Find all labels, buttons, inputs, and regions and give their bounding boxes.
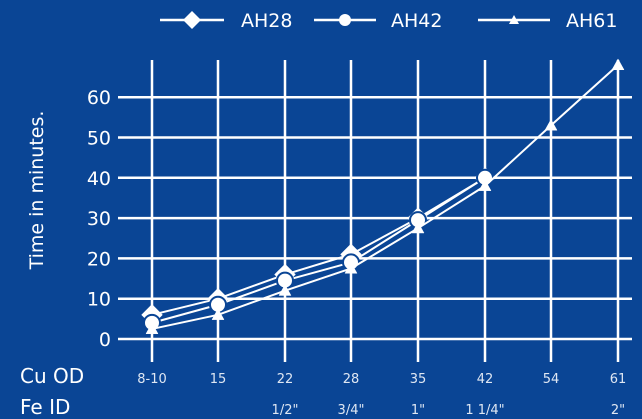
x-tick-label-fe: 1 1/4" xyxy=(465,403,504,418)
x-tick-label-fe: 3/4" xyxy=(338,403,365,418)
series-line-ah28 xyxy=(151,176,486,316)
y-axis-title: Time in minutes. xyxy=(26,111,48,271)
x-tick-label-fe: 1/2" xyxy=(272,403,299,418)
series-line-ah42 xyxy=(151,176,486,324)
legend-marker-diamond-icon xyxy=(183,11,201,29)
x-tick-label-fe: 1" xyxy=(411,403,425,418)
x-tick-label-fe: 2" xyxy=(611,403,625,418)
x-tick-label-cu: 54 xyxy=(543,372,560,387)
x-tick-label-cu: 61 xyxy=(610,372,627,387)
x-tick-label-cu: 35 xyxy=(410,372,427,387)
x-tick-label-cu: 15 xyxy=(210,372,227,387)
legend-marker-circle-icon xyxy=(339,14,351,26)
y-tick-label: 20 xyxy=(87,248,111,270)
fe-id-row-label: Fe ID xyxy=(20,395,70,419)
axis-labels-layer: 0 10 20 30 40 50 60 Time in minutes. Cu OD Fe ID 8… xyxy=(20,87,626,419)
legend-marker-triangle-icon xyxy=(509,15,519,24)
data-point-ah61 xyxy=(145,322,159,334)
y-tick-label: 0 xyxy=(99,329,111,351)
series-layer xyxy=(141,58,625,334)
cu-od-row-label: Cu OD xyxy=(20,364,84,388)
y-tick-label: 30 xyxy=(87,208,111,230)
x-tick-label-cu: 8-10 xyxy=(137,372,167,387)
y-tick-label: 60 xyxy=(87,87,111,109)
data-point-ah61 xyxy=(411,221,425,234)
legend-label-ah42: AH42 xyxy=(391,10,442,32)
legend: AH28 AH42 AH61 xyxy=(160,10,617,32)
x-tick-label-cu: 42 xyxy=(477,372,494,387)
y-tick-label: 50 xyxy=(87,128,111,150)
data-point-ah61 xyxy=(278,284,292,296)
data-point-ah61 xyxy=(544,118,558,131)
series-line-ah61 xyxy=(151,64,619,330)
legend-label-ah61: AH61 xyxy=(566,10,617,32)
y-tick-label: 10 xyxy=(87,289,111,311)
grid-layer xyxy=(118,60,632,362)
x-tick-label-cu: 28 xyxy=(343,372,360,387)
data-point-ah61 xyxy=(611,58,625,71)
data-point-ah61 xyxy=(478,179,492,191)
data-point-ah61 xyxy=(211,308,225,320)
data-point-ah61 xyxy=(344,261,358,274)
y-tick-label: 40 xyxy=(87,168,111,190)
x-tick-label-cu: 22 xyxy=(277,372,294,387)
legend-label-ah28: AH28 xyxy=(241,10,292,32)
